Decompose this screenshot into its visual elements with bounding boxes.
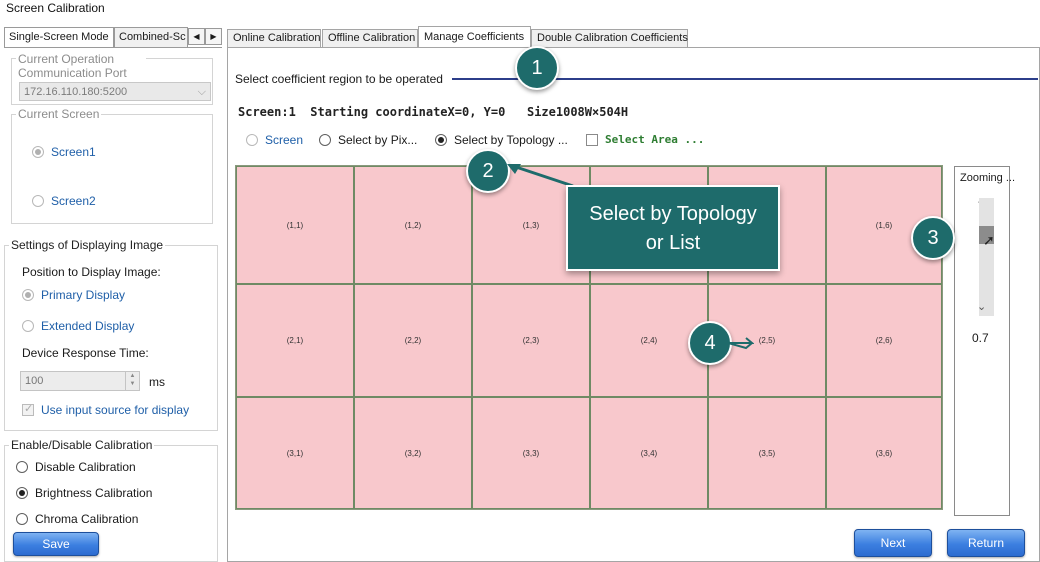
response-time-label: Device Response Time: bbox=[22, 346, 149, 360]
radio-icon bbox=[32, 146, 44, 158]
tab-offline-calibration[interactable]: Offline Calibration bbox=[322, 29, 418, 47]
radio-icon bbox=[32, 195, 44, 207]
next-button[interactable]: Next bbox=[854, 529, 932, 557]
radio-icon bbox=[16, 513, 28, 525]
grid-cell[interactable]: (3,6) bbox=[826, 397, 942, 509]
operation-port-title: Current Operation Communication Port bbox=[16, 52, 146, 80]
mode-select-by-topology-label: Select by Topology ... bbox=[454, 133, 568, 147]
tab-scroll-left-icon[interactable]: ◀ bbox=[188, 28, 205, 45]
primary-display-radio[interactable]: Primary Display bbox=[22, 288, 125, 302]
callout-4-arrow-icon bbox=[728, 337, 754, 350]
response-time-unit: ms bbox=[149, 375, 165, 389]
brightness-calibration-radio[interactable]: Brightness Calibration bbox=[16, 486, 152, 500]
select-area-checkbox[interactable]: Select Area ... bbox=[586, 133, 704, 146]
chroma-calibration-radio[interactable]: Chroma Calibration bbox=[16, 512, 138, 526]
grid-cell[interactable]: (3,2) bbox=[354, 397, 472, 509]
communication-port-select[interactable]: 172.16.110.180:5200 ⌵ bbox=[19, 82, 211, 101]
stepper-icon[interactable]: ▲ ▼ bbox=[125, 372, 139, 390]
mode-select-by-pixel-radio[interactable]: Select by Pix... bbox=[319, 133, 417, 147]
zoom-slider-thumb[interactable] bbox=[979, 226, 994, 244]
brightness-calibration-label: Brightness Calibration bbox=[35, 486, 153, 500]
response-time-input[interactable]: 100 ▲ ▼ bbox=[20, 371, 140, 391]
grid-cell[interactable]: (3,1) bbox=[236, 397, 354, 509]
tooltip-select-by-topology: Select by Topology or List bbox=[566, 185, 780, 271]
tab-online-calibration[interactable]: Online Calibration bbox=[227, 29, 321, 47]
extended-display-radio[interactable]: Extended Display bbox=[22, 319, 134, 333]
grid-cell[interactable]: (3,4) bbox=[590, 397, 708, 509]
radio-icon bbox=[16, 461, 28, 473]
checkbox-icon bbox=[586, 133, 598, 146]
calibration-title: Enable/Disable Calibration bbox=[9, 438, 155, 452]
response-time-value: 100 bbox=[25, 375, 44, 387]
screen2-label: Screen2 bbox=[51, 194, 96, 208]
tab-single-screen-mode[interactable]: Single-Screen Mode bbox=[4, 27, 114, 48]
callout-3: 3 bbox=[911, 216, 955, 260]
zoom-slider-track[interactable] bbox=[979, 198, 994, 316]
grid-cell[interactable]: (2,1) bbox=[236, 284, 354, 397]
primary-display-label: Primary Display bbox=[41, 288, 126, 302]
tooltip-line-1: Select by Topology bbox=[589, 203, 757, 225]
zoom-label: Zooming ... bbox=[960, 172, 1016, 184]
radio-icon bbox=[22, 289, 34, 301]
extended-display-label: Extended Display bbox=[41, 319, 135, 333]
save-button[interactable]: Save bbox=[13, 532, 99, 556]
current-screen-title: Current Screen bbox=[16, 107, 102, 121]
radio-icon bbox=[22, 320, 34, 332]
mode-screen-label: Screen bbox=[265, 133, 304, 147]
tab-manage-coefficients[interactable]: Manage Coefficients bbox=[418, 26, 531, 47]
mode-select-by-pixel-label: Select by Pix... bbox=[338, 133, 418, 147]
chevron-down-icon: ⌵ bbox=[197, 86, 206, 98]
window-title: Screen Calibration bbox=[6, 1, 105, 15]
communication-port-value: 172.16.110.180:5200 bbox=[24, 86, 128, 98]
radio-icon bbox=[246, 134, 258, 146]
grid-cell[interactable]: (2,2) bbox=[354, 284, 472, 397]
disable-calibration-radio[interactable]: Disable Calibration bbox=[16, 460, 136, 474]
tab-scroll-right-icon[interactable]: ▶ bbox=[205, 28, 222, 45]
left-tab-divider bbox=[4, 47, 222, 48]
tab-double-calibration[interactable]: Double Calibration Coefficients bbox=[531, 29, 688, 47]
grid-cell[interactable]: (2,6) bbox=[826, 284, 942, 397]
screen2-radio[interactable]: Screen2 bbox=[32, 194, 96, 208]
callout-4: 4 bbox=[688, 321, 732, 365]
mode-select-by-topology-radio[interactable]: Select by Topology ... bbox=[435, 133, 568, 147]
callout-arrow-icon bbox=[507, 164, 574, 188]
region-label: Select coefficient region to be operated bbox=[235, 72, 443, 86]
radio-icon bbox=[319, 134, 331, 146]
region-divider-line bbox=[452, 78, 1038, 80]
mouse-cursor-icon: ➚ bbox=[983, 232, 995, 248]
return-button[interactable]: Return bbox=[947, 529, 1025, 557]
display-settings-title: Settings of Displaying Image bbox=[9, 238, 166, 252]
callout-1: 1 bbox=[515, 46, 559, 90]
screen1-label: Screen1 bbox=[51, 145, 96, 159]
grid-cell[interactable]: (1,1) bbox=[236, 166, 354, 284]
grid-cell[interactable]: (1,2) bbox=[354, 166, 472, 284]
disable-calibration-label: Disable Calibration bbox=[35, 460, 136, 474]
tab-scroll-arrows: ◀ ▶ bbox=[188, 28, 222, 45]
use-input-source-label: Use input source for display bbox=[41, 403, 190, 417]
grid-cell[interactable]: (2,3) bbox=[472, 284, 590, 397]
callout-2: 2 bbox=[466, 149, 510, 193]
use-input-source-checkbox[interactable]: Use input source for display bbox=[22, 402, 190, 417]
zoom-down-icon[interactable]: ⌄ bbox=[977, 301, 987, 313]
screen1-radio[interactable]: Screen1 bbox=[32, 145, 96, 159]
current-screen-group bbox=[11, 114, 213, 224]
checkbox-icon bbox=[22, 402, 34, 416]
select-area-label: Select Area ... bbox=[605, 133, 705, 146]
radio-icon bbox=[16, 487, 28, 499]
grid-cell[interactable]: (3,3) bbox=[472, 397, 590, 509]
chroma-calibration-label: Chroma Calibration bbox=[35, 512, 139, 526]
zoom-value: 0.7 bbox=[972, 331, 989, 345]
mode-screen-radio[interactable]: Screen bbox=[246, 133, 303, 147]
tooltip-line-2: or List bbox=[645, 232, 701, 254]
radio-icon bbox=[435, 134, 447, 146]
grid-cell[interactable]: (3,5) bbox=[708, 397, 826, 509]
screen-info: Screen:1 Starting coordinateX=0, Y=0 Siz… bbox=[238, 105, 629, 119]
tab-combined-screen[interactable]: Combined-Sc bbox=[114, 27, 188, 47]
position-label: Position to Display Image: bbox=[22, 265, 161, 279]
